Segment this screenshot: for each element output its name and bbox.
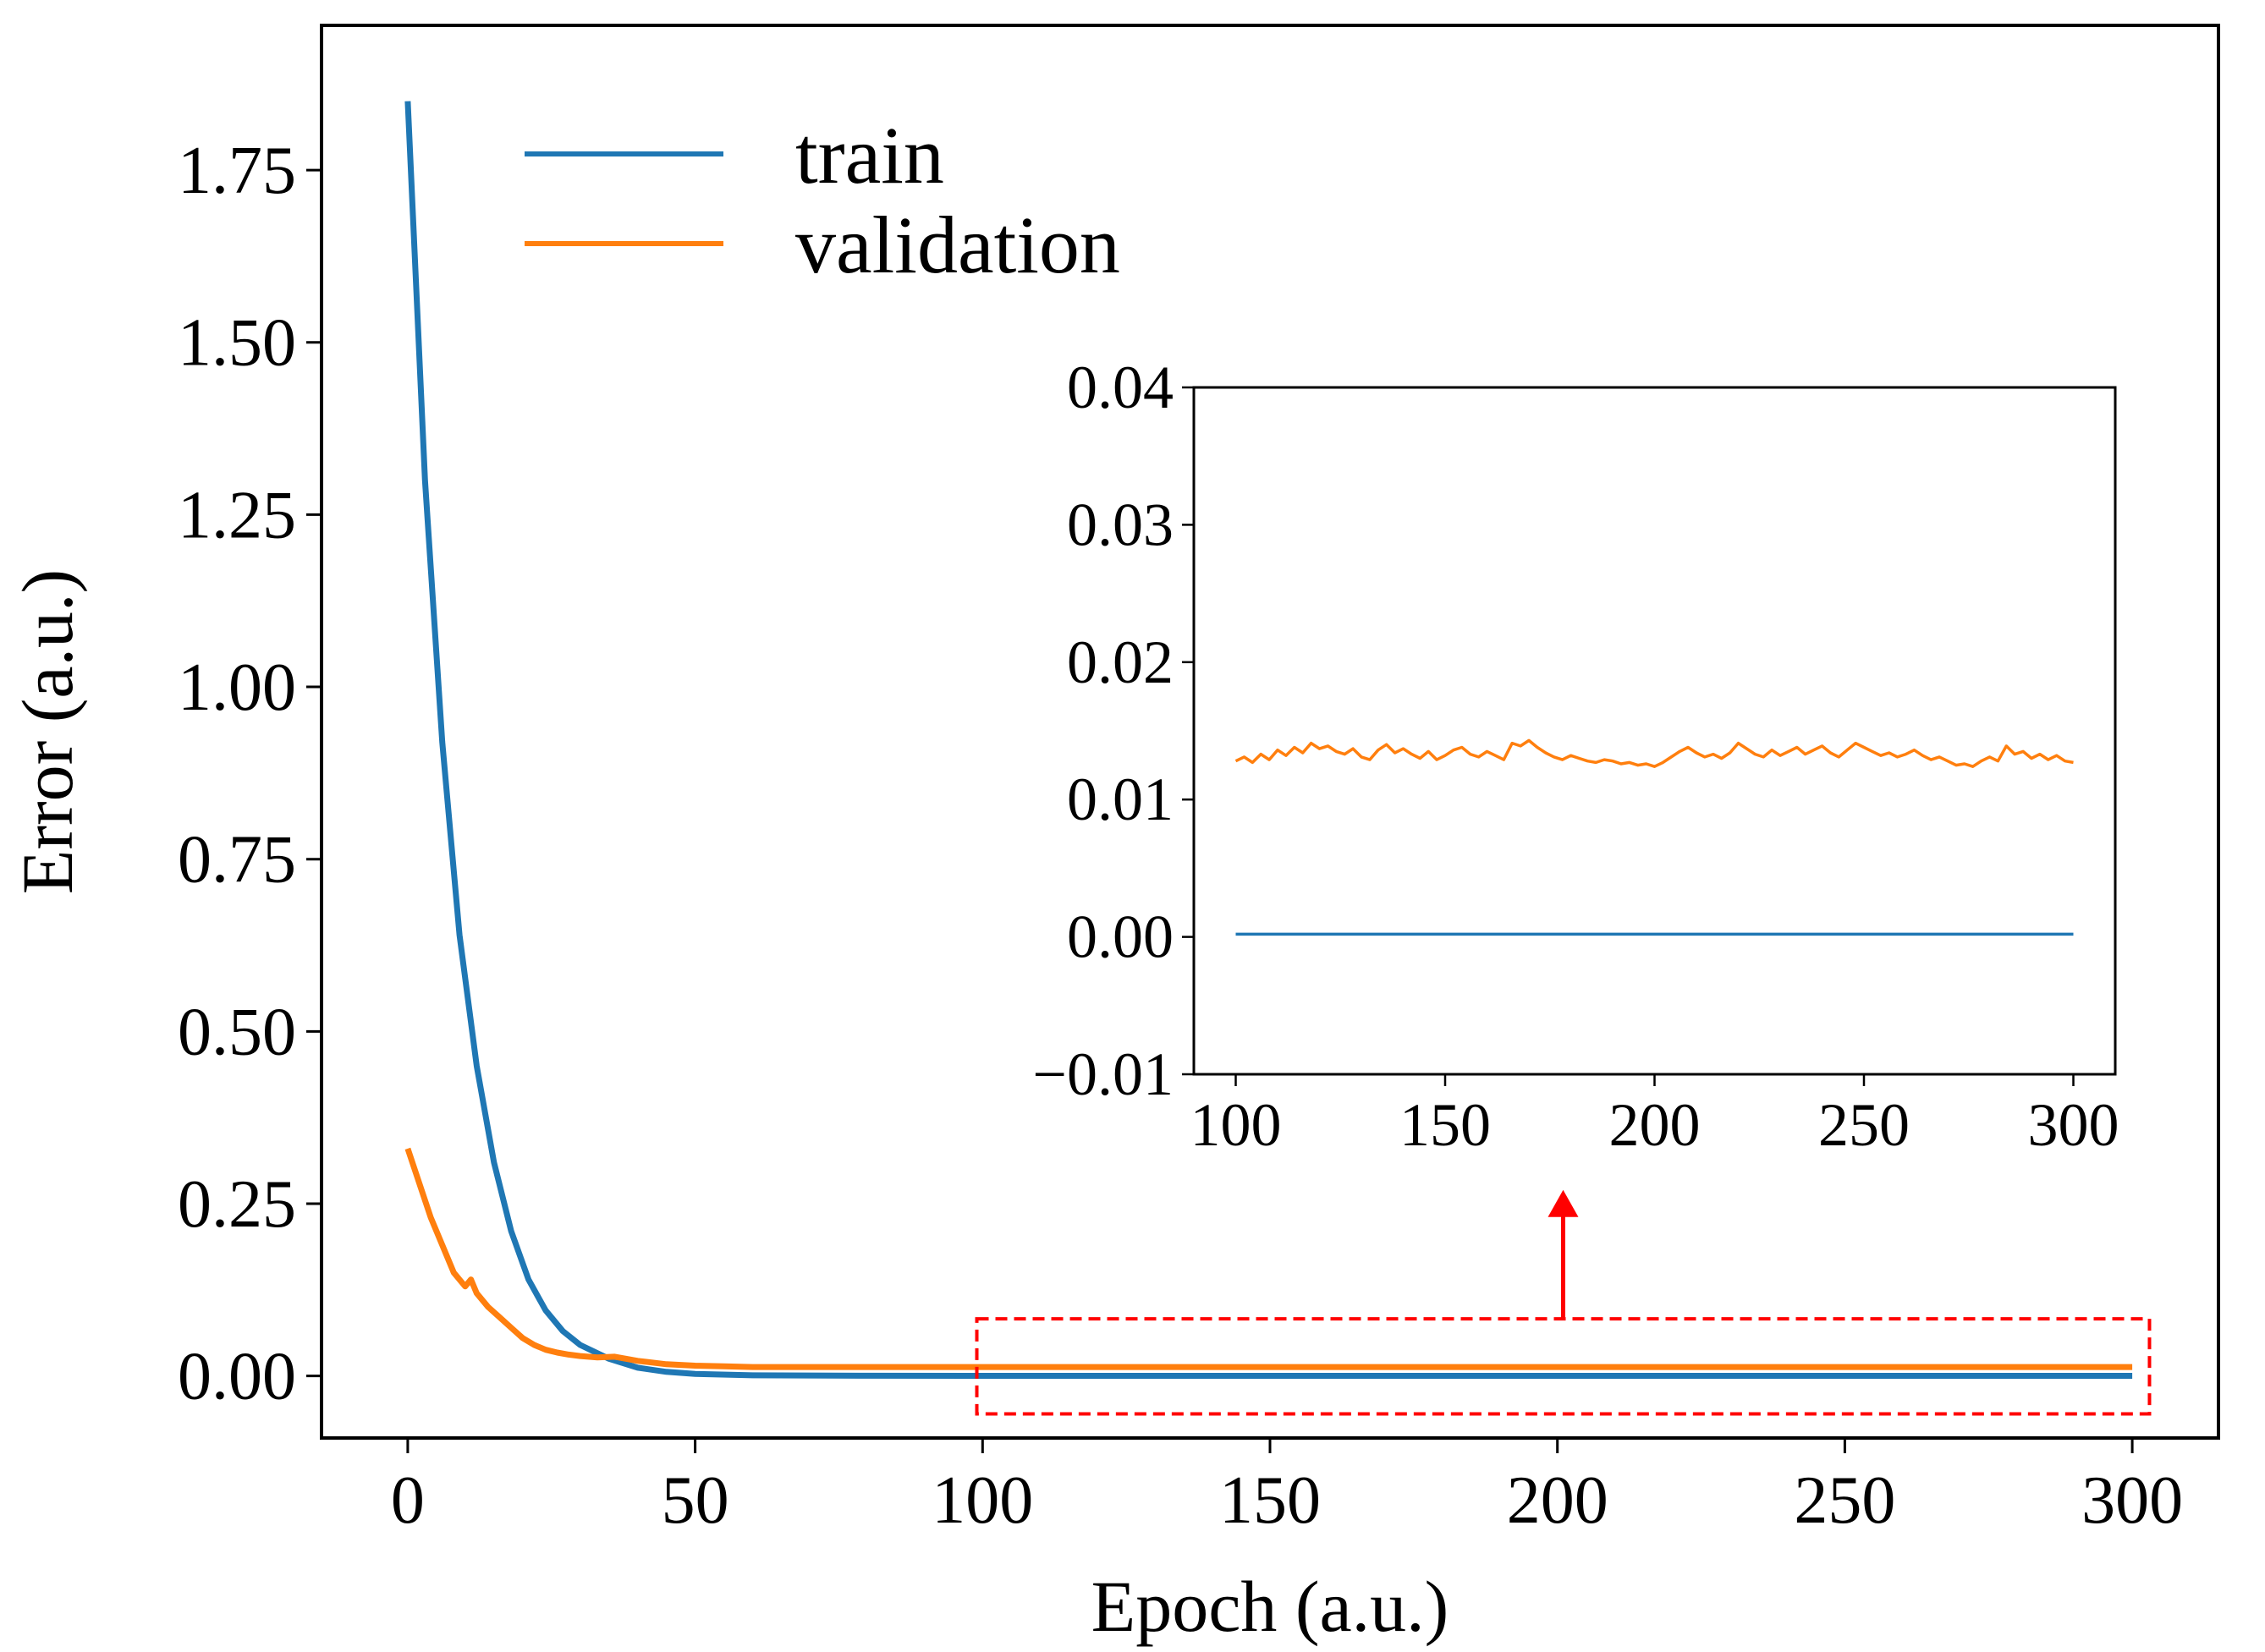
- main-x-ticks: 0 50 100 150 200 250 300: [391, 1438, 2183, 1538]
- main-y-tick-label: 0.75: [178, 823, 296, 897]
- inset-x-tick-label: 150: [1399, 1091, 1491, 1159]
- inset-x-tick-label: 100: [1190, 1091, 1282, 1159]
- main-x-tick-label: 200: [1507, 1463, 1608, 1538]
- main-y-tick-label: 1.25: [178, 478, 296, 552]
- main-x-tick-label: 100: [932, 1463, 1033, 1538]
- legend: train validation: [525, 110, 1120, 290]
- inset-x-tick-label: 250: [1818, 1091, 1910, 1159]
- zoom-arrow-head: [1548, 1189, 1579, 1217]
- main-x-tick-label: 150: [1219, 1463, 1321, 1538]
- inset-y-tick-label: 0.04: [1067, 354, 1174, 421]
- inset-series-layer: [1234, 738, 2074, 936]
- inset-background: [1194, 387, 2115, 1074]
- inset-y-tick-label: 0.00: [1067, 903, 1174, 971]
- inset-series-validation: [1234, 738, 2074, 768]
- main-y-ticks: 0.00 0.25 0.50 0.75 1.00 1.25 1.50 1.75: [178, 134, 322, 1414]
- inset-y-ticks: −0.01 0.00 0.01 0.02 0.03 0.04: [1032, 354, 1194, 1108]
- main-x-axis-label: Epoch (a.u.): [1091, 1566, 1449, 1647]
- main-x-tick-label: 250: [1794, 1463, 1895, 1538]
- inset-y-tick-label: 0.01: [1067, 766, 1174, 833]
- inset-y-tick-label: 0.03: [1067, 491, 1174, 558]
- legend-label-validation: validation: [795, 200, 1120, 290]
- zoom-annotations: [975, 1189, 2152, 1416]
- legend-label-train: train: [795, 110, 944, 200]
- inset-plot: 100 150 200 250 300 −0.01 0.00 0.01 0.02 0.03 0.0…: [1032, 354, 2119, 1159]
- main-x-tick-label: 300: [2081, 1463, 2183, 1538]
- main-y-tick-label: 1.00: [178, 650, 296, 725]
- main-y-tick-label: 0.25: [178, 1167, 296, 1242]
- main-series-validation: [404, 1147, 2133, 1370]
- main-x-tick-label: 50: [662, 1463, 729, 1538]
- inset-y-tick-label: 0.02: [1067, 628, 1174, 696]
- main-series-layer: [404, 101, 2133, 1379]
- main-x-tick-label: 0: [391, 1463, 425, 1538]
- main-y-axis-label: Error (a.u.): [7, 569, 88, 894]
- inset-x-tick-label: 200: [1609, 1091, 1701, 1159]
- inset-x-tick-label: 300: [2028, 1091, 2119, 1159]
- main-series-train: [404, 101, 2133, 1379]
- main-y-tick-label: 0.00: [178, 1340, 296, 1414]
- inset-y-tick-label: −0.01: [1032, 1040, 1174, 1108]
- main-y-tick-label: 1.50: [178, 306, 296, 381]
- main-plot: 0 50 100 150 200 250 300 0.00 0.25 0.50 0.75 1.00 1…: [7, 24, 2220, 1647]
- inset-x-ticks: 100 150 200 250 300: [1190, 1074, 2119, 1159]
- main-y-tick-label: 1.75: [178, 134, 296, 208]
- main-y-tick-label: 0.50: [178, 995, 296, 1069]
